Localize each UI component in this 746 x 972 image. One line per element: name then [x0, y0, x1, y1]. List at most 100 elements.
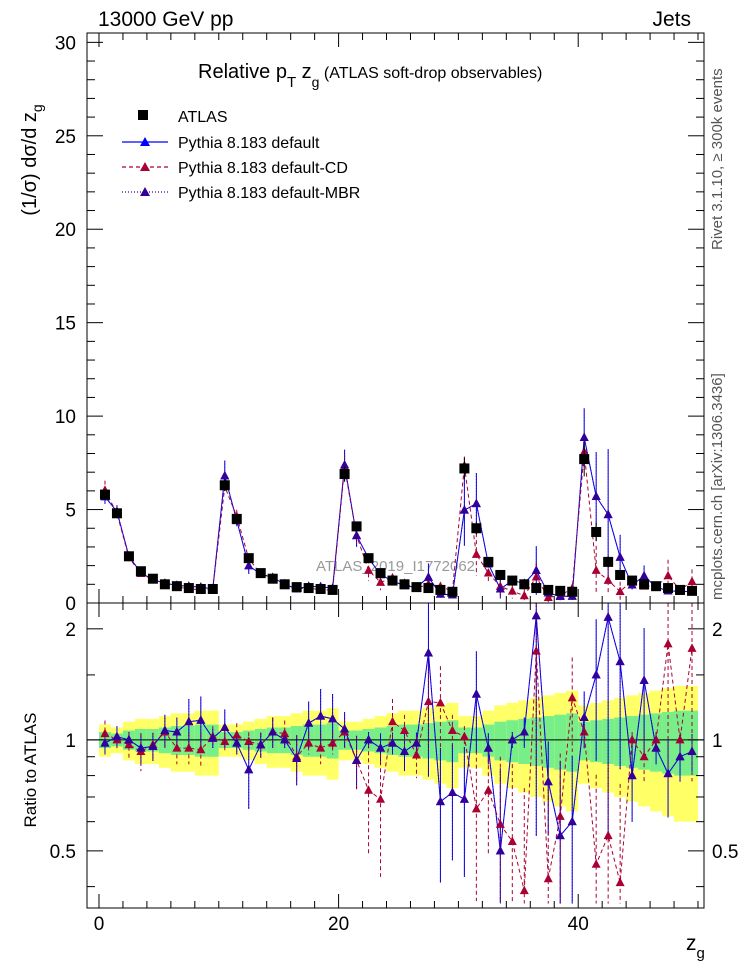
data-point-pythia-8-183-default-mbr	[495, 583, 505, 593]
data-point-pythia-8-183-default-mbr	[423, 572, 433, 581]
data-point-pythia-8-183-default-mbr	[615, 552, 625, 561]
data-point-pythia-8-183-default-mbr	[603, 509, 613, 519]
data-point-atlas	[303, 583, 314, 594]
data-point-atlas	[507, 575, 518, 586]
ratio-point-pythia-8-183-default-mbr	[352, 755, 362, 764]
ratio-point-pythia-8-183-default-mbr	[447, 787, 457, 796]
ratio-point-pythia-8-183-default-mbr	[519, 727, 529, 736]
ratio-y-tick-label-right: 1	[712, 731, 723, 752]
legend-marker-mbr	[140, 187, 150, 196]
mcplots-label: mcplots.cern.ch [arXiv:1306.3436]	[709, 373, 726, 600]
data-point-pythia-8-183-default-mbr	[459, 505, 469, 514]
ratio-point-pythia-8-183-default-cd	[423, 696, 433, 706]
data-point-atlas	[243, 553, 254, 564]
data-point-atlas	[663, 583, 674, 594]
ratio-point-pythia-8-183-default-mbr	[256, 739, 266, 749]
data-point-atlas	[99, 489, 110, 500]
ratio-point-pythia-8-183-default-mbr	[124, 734, 134, 744]
ratio-point-pythia-8-183-default-mbr	[268, 727, 278, 736]
data-point-atlas	[471, 523, 482, 534]
ratio-point-pythia-8-183-default-mbr	[148, 741, 158, 750]
data-point-atlas	[363, 553, 374, 564]
ratio-point-pythia-8-183-default-mbr	[435, 796, 445, 806]
ratio-point-pythia-8-183-default-cd	[244, 736, 254, 745]
ratio-point-pythia-8-183-default-cd	[471, 803, 481, 813]
data-point-atlas	[519, 579, 530, 590]
ratio-plot: 0 20 40 0.5 0.5 1 1 2 2	[50, 603, 738, 935]
ratio-point-pythia-8-183-default-cd	[388, 716, 398, 726]
ratio-point-pythia-8-183-default-mbr	[232, 738, 242, 747]
ratio-point-pythia-8-183-default-cd	[364, 785, 374, 794]
data-point-pythia-8-183-default-mbr	[352, 530, 362, 540]
ratio-point-pythia-8-183-default-mbr	[280, 734, 290, 744]
data-point-pythia-8-183-default-mbr	[471, 498, 481, 508]
legend-label-mbr: Pythia 8.183 default-MBR	[178, 185, 360, 202]
ratio-point-pythia-8-183-default-mbr	[627, 770, 637, 780]
ratio-line-pythia-8-183-default-cd	[104, 643, 693, 891]
data-point-pythia-8-183-default-cd	[519, 590, 529, 600]
data-point-atlas	[375, 568, 386, 579]
ratio-y-tick-label: 0.5	[50, 842, 76, 863]
ratio-point-pythia-8-183-default-cd	[567, 692, 577, 702]
ratio-point-pythia-8-183-default-cd	[232, 730, 242, 739]
y-tick-label: 5	[65, 501, 76, 522]
ratio-y-tick-label-right: 0.5	[712, 842, 738, 863]
ratio-point-pythia-8-183-default-cd	[124, 739, 134, 749]
x-tick-label: 20	[328, 914, 349, 935]
ratio-point-pythia-8-183-default-cd	[507, 836, 517, 846]
data-point-pythia-8-183-default-cd	[615, 586, 625, 596]
ratio-point-pythia-8-183-default-mbr	[316, 711, 326, 720]
data-point-atlas	[567, 586, 578, 597]
data-point-pythia-8-183-default-mbr	[244, 560, 254, 570]
data-point-atlas	[183, 583, 194, 594]
ratio-point-pythia-8-183-default-cd	[459, 731, 469, 741]
ratio-point-pythia-8-183-default-mbr	[423, 647, 433, 657]
data-point-atlas	[315, 583, 326, 594]
x-tick-label: 40	[568, 914, 589, 935]
ratio-point-pythia-8-183-default-mbr	[388, 738, 398, 747]
data-point-atlas	[531, 583, 542, 594]
y-tick-label: 25	[55, 127, 76, 148]
data-point-pythia-8-183-default-cd	[543, 592, 553, 602]
ratio-y-tick-label: 2	[65, 620, 76, 641]
data-point-atlas	[579, 454, 590, 465]
legend-label-default: Pythia 8.183 default	[178, 135, 320, 152]
ratio-point-pythia-8-183-default-mbr	[615, 656, 625, 666]
data-point-pythia-8-183-default-cd	[507, 586, 517, 595]
data-point-pythia-8-183-default-cd	[531, 571, 541, 581]
ratio-point-pythia-8-183-default-mbr	[220, 722, 230, 732]
ratio-band-inner	[554, 714, 567, 770]
y-axis-label: (1/σ) dσ/d zg	[19, 104, 45, 215]
legend-marker-cd	[140, 162, 150, 171]
ratio-point-pythia-8-183-default-mbr	[100, 738, 110, 747]
data-point-atlas	[459, 463, 470, 474]
data-point-atlas	[495, 569, 506, 580]
data-point-atlas	[279, 579, 290, 590]
ratio-point-pythia-8-183-default-cd	[651, 734, 661, 744]
ratio-point-pythia-8-183-default-cd	[172, 743, 182, 752]
legend-marker-default	[140, 137, 150, 146]
ratio-point-pythia-8-183-default-mbr	[567, 816, 577, 826]
ratio-point-pythia-8-183-default-mbr	[579, 712, 589, 721]
ratio-point-pythia-8-183-default-mbr	[483, 743, 493, 752]
ratio-point-pythia-8-183-default-mbr	[196, 715, 206, 724]
data-point-pythia-8-183-default-cd	[603, 575, 613, 584]
ratio-point-pythia-8-183-default-cd	[519, 885, 529, 895]
data-point-pythia-8-183-default-cd	[483, 567, 493, 577]
data-point-atlas	[231, 513, 242, 524]
x-axis-label: zg	[686, 932, 705, 962]
ratio-point-pythia-8-183-default-mbr	[376, 743, 386, 752]
data-point-pythia-8-183-default-cd	[663, 570, 673, 580]
ratio-point-pythia-8-183-default-mbr	[603, 612, 613, 621]
ratio-band-inner	[494, 721, 507, 761]
data-point-atlas	[135, 566, 146, 577]
ratio-point-pythia-8-183-default-mbr	[292, 753, 302, 763]
y-tick-label: 30	[55, 33, 76, 54]
legend-marker-atlas	[138, 110, 148, 120]
ratio-point-pythia-8-183-default-mbr	[172, 727, 182, 736]
data-point-atlas	[627, 575, 638, 586]
ratio-point-pythia-8-183-default-mbr	[364, 734, 374, 744]
ratio-y-axis-label: Ratio to ATLAS	[21, 713, 40, 828]
ratio-point-pythia-8-183-default-mbr	[471, 689, 481, 698]
main-plot: 0 5 10 15 20 25 30	[55, 33, 704, 908]
